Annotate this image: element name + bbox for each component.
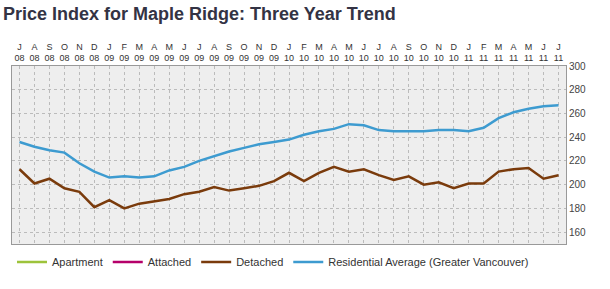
svg-text:J10: J10 <box>359 42 369 64</box>
svg-text:D10: D10 <box>449 42 459 64</box>
svg-text:Residential Average (Greater V: Residential Average (Greater Vancouver) <box>328 256 528 268</box>
svg-text:J11: J11 <box>554 42 563 64</box>
svg-text:A10: A10 <box>329 42 339 64</box>
svg-text:O08: O08 <box>59 42 69 64</box>
svg-text:Attached: Attached <box>148 256 191 268</box>
svg-text:N08: N08 <box>74 42 84 64</box>
svg-text:S09: S09 <box>224 42 234 64</box>
svg-text:O10: O10 <box>419 42 429 64</box>
svg-text:280: 280 <box>569 84 586 95</box>
svg-text:M11: M11 <box>494 42 503 64</box>
svg-text:M11: M11 <box>524 42 533 64</box>
svg-text:Detached: Detached <box>236 256 283 268</box>
svg-text:F10: F10 <box>299 42 309 64</box>
svg-text:M09: M09 <box>164 42 174 64</box>
svg-text:Price Index for Maple Ridge: T: Price Index for Maple Ridge: Three Year … <box>3 4 396 24</box>
svg-text:260: 260 <box>569 108 586 119</box>
svg-text:F09: F09 <box>119 42 129 64</box>
svg-text:A09: A09 <box>209 42 219 64</box>
svg-text:A10: A10 <box>389 42 399 64</box>
svg-text:D08: D08 <box>89 42 99 64</box>
svg-text:240: 240 <box>569 132 586 143</box>
svg-text:160: 160 <box>569 227 586 238</box>
svg-text:N09: N09 <box>254 42 264 64</box>
svg-text:A11: A11 <box>509 42 518 64</box>
svg-text:180: 180 <box>569 203 586 214</box>
svg-text:D09: D09 <box>269 42 279 64</box>
svg-text:A08: A08 <box>29 42 39 64</box>
svg-text:200: 200 <box>569 179 586 190</box>
svg-text:300: 300 <box>569 61 586 72</box>
svg-text:J08: J08 <box>14 42 24 64</box>
svg-text:J11: J11 <box>539 42 548 64</box>
svg-text:M09: M09 <box>134 42 144 64</box>
svg-text:M10: M10 <box>344 42 354 64</box>
svg-text:M10: M10 <box>314 42 324 64</box>
svg-text:S08: S08 <box>44 42 54 64</box>
svg-text:220: 220 <box>569 155 586 166</box>
svg-text:A09: A09 <box>149 42 159 64</box>
svg-text:N10: N10 <box>434 42 444 64</box>
svg-text:J09: J09 <box>104 42 114 64</box>
svg-text:J11: J11 <box>464 42 473 64</box>
svg-text:Apartment: Apartment <box>52 256 103 268</box>
svg-text:O09: O09 <box>239 42 249 64</box>
svg-text:S10: S10 <box>404 42 414 64</box>
svg-text:J10: J10 <box>374 42 384 64</box>
svg-text:J09: J09 <box>194 42 204 64</box>
svg-text:J09: J09 <box>179 42 189 64</box>
svg-text:F11: F11 <box>479 42 488 64</box>
svg-text:J10: J10 <box>284 42 294 64</box>
